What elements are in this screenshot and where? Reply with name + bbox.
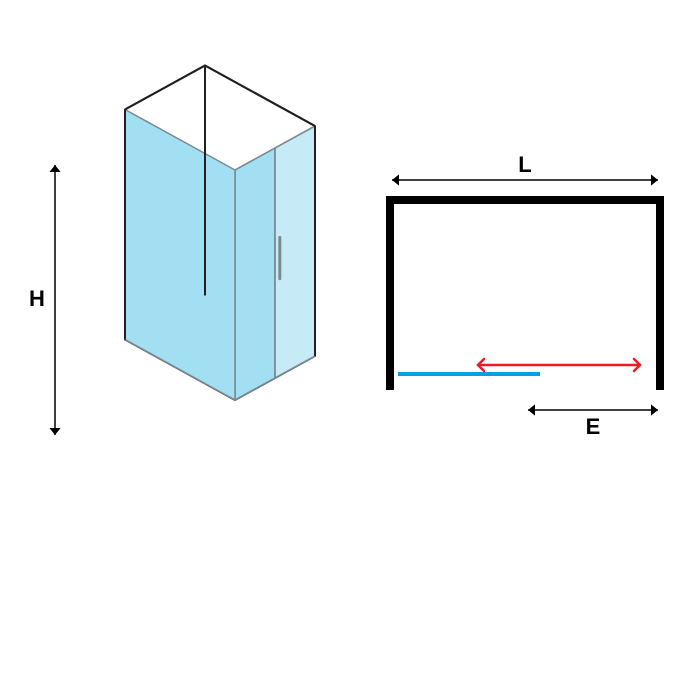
dimension-e: E	[528, 404, 658, 438]
isometric-view	[125, 66, 315, 401]
plan-view	[390, 196, 660, 390]
technical-diagram: H L E	[0, 0, 700, 700]
label-l: L	[518, 152, 531, 177]
label-e: E	[586, 414, 601, 439]
dimension-h: H	[29, 165, 61, 435]
dimension-l: L	[392, 152, 658, 186]
label-h: H	[29, 286, 45, 311]
